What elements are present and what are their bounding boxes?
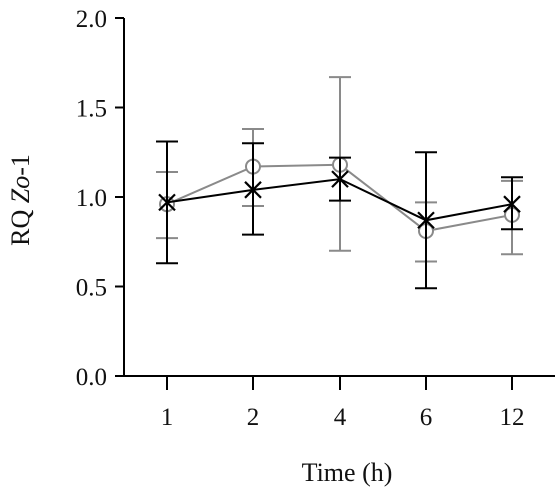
data-point — [331, 170, 349, 188]
data-point-stroke — [503, 195, 521, 213]
y-axis-title-prefix: RQ — [6, 203, 35, 246]
y-axis-title-gene: Zo — [6, 176, 35, 203]
data-point — [158, 193, 176, 212]
data-point-stroke — [158, 193, 176, 212]
x-tick-label: 2 — [247, 404, 260, 431]
data-point-stroke — [331, 170, 349, 188]
y-tick-label: 0.5 — [76, 275, 107, 302]
y-axis-title-suffix: -1 — [6, 154, 35, 176]
y-tick-label: 1.5 — [76, 96, 107, 123]
y-ticks: 0.0 0.5 1.0 1.5 2.0 — [76, 6, 124, 391]
x-tick-label: 4 — [334, 404, 347, 431]
data-point-stroke — [417, 211, 435, 230]
series-x — [156, 140, 523, 290]
x-tick-label: 6 — [420, 404, 433, 431]
x-tick-label: 12 — [500, 404, 525, 431]
data-point-stroke — [244, 181, 262, 199]
y-tick-label: 1.0 — [76, 185, 107, 212]
series-layer — [156, 76, 523, 290]
x-ticks: 1 2 4 6 12 — [161, 376, 525, 431]
y-tick-label: 0.0 — [76, 364, 107, 391]
x-tick-label: 1 — [161, 404, 174, 431]
data-point — [503, 195, 521, 213]
y-axis-title: RQ Zo-1 — [6, 154, 35, 246]
data-point — [244, 181, 262, 199]
data-point — [417, 211, 435, 230]
x-axis-title: Time (h) — [302, 458, 393, 487]
y-tick-label: 2.0 — [76, 6, 107, 33]
